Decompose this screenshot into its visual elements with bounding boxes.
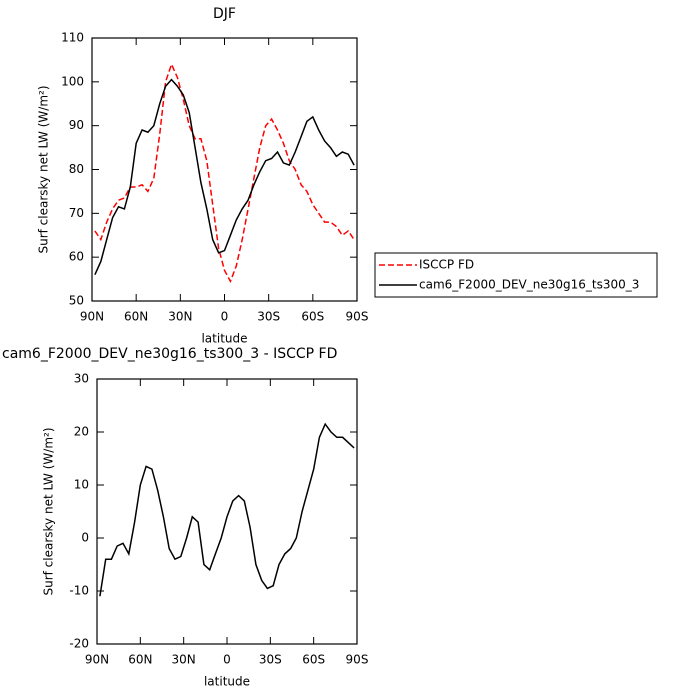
chart-title: cam6_F2000_DEV_ne30g16_ts300_3 - ISCCP F… [2,346,337,362]
y-tick-label: 30 [74,372,89,386]
x-tick-label: 0 [221,310,229,324]
x-tick-label: 60S [301,310,324,324]
y-tick-label: 110 [61,31,84,45]
y-tick-label: 20 [74,425,89,439]
legend-label: cam6_F2000_DEV_ne30g16_ts300_3 [419,278,639,292]
y-axis-label: Surf clearsky net LW (W/m²) [37,85,51,253]
x-tick-label: 60N [128,653,152,667]
data-line [99,422,355,597]
legend-box [374,252,658,298]
x-tick-label: 0 [223,653,231,667]
y-tick-label: 10 [74,478,89,492]
chart-title: DJF [213,6,236,22]
x-tick-label: 90S [346,310,369,324]
x-tick-label: 60S [302,653,325,667]
x-tick-label: 30S [259,653,282,667]
y-tick-label: 60 [69,250,84,264]
x-tick-label: 90N [85,653,109,667]
x-tick-label: 90N [80,310,104,324]
y-tick-label: 50 [69,294,84,308]
y-tick-label: -10 [69,584,89,598]
plot-frame [91,37,358,302]
x-axis-label: latitude [204,675,250,689]
y-axis-label: Surf clearsky net LW (W/m²) [42,427,56,595]
data-line [94,62,355,284]
y-tick-label: 70 [69,206,84,220]
data-line [94,78,355,276]
x-tick-label: 60N [124,310,148,324]
y-tick-label: 100 [61,74,84,88]
x-axis-label: latitude [201,332,247,346]
x-tick-label: 30S [257,310,280,324]
x-tick-label: 30N [172,653,196,667]
y-tick-label: 0 [81,531,89,545]
x-tick-label: 30N [168,310,192,324]
x-tick-label: 90S [346,653,369,667]
y-tick-label: 80 [69,162,84,176]
y-tick-label: 90 [69,118,84,132]
y-tick-label: -20 [69,637,89,651]
legend-label: ISCCP FD [419,258,474,272]
